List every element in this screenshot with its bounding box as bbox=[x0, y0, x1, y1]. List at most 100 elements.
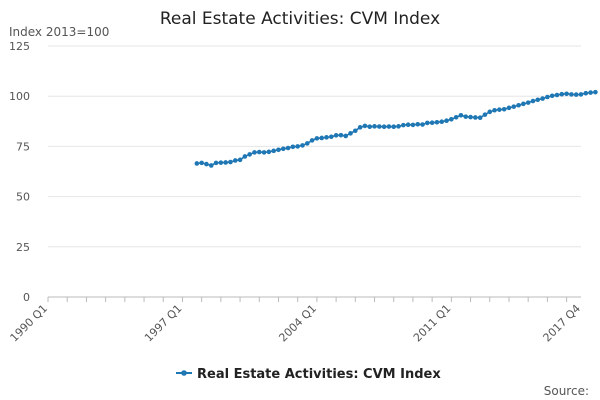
data-point[interactable] bbox=[492, 107, 497, 113]
data-point[interactable] bbox=[516, 102, 521, 108]
y-tick-label: 0 bbox=[23, 291, 30, 304]
y-tick-label: 25 bbox=[16, 241, 30, 254]
data-point[interactable] bbox=[521, 101, 526, 107]
y-tick-label: 75 bbox=[16, 140, 30, 153]
data-point[interactable] bbox=[396, 124, 401, 129]
data-point[interactable] bbox=[511, 104, 517, 109]
data-point[interactable] bbox=[237, 157, 243, 163]
data-point[interactable] bbox=[343, 133, 349, 139]
data-point[interactable] bbox=[348, 131, 353, 136]
data-point[interactable] bbox=[549, 93, 555, 99]
data-point[interactable] bbox=[276, 147, 281, 153]
data-point[interactable] bbox=[386, 124, 392, 129]
data-point[interactable] bbox=[401, 122, 406, 128]
data-point[interactable] bbox=[324, 135, 329, 140]
data-point[interactable] bbox=[554, 92, 560, 98]
data-point[interactable] bbox=[213, 160, 219, 166]
data-point[interactable] bbox=[482, 112, 488, 117]
data-point[interactable] bbox=[444, 118, 449, 123]
data-point[interactable] bbox=[256, 149, 262, 155]
data-point[interactable] bbox=[242, 154, 248, 159]
data-point[interactable] bbox=[372, 124, 377, 129]
data-point[interactable] bbox=[588, 90, 593, 95]
gridlines bbox=[48, 45, 581, 298]
data-point[interactable] bbox=[564, 91, 569, 97]
data-point[interactable] bbox=[208, 163, 214, 168]
data-point[interactable] bbox=[405, 122, 411, 128]
data-point[interactable] bbox=[545, 94, 550, 100]
data-point[interactable] bbox=[468, 114, 473, 120]
data-point[interactable] bbox=[338, 132, 344, 138]
data-point[interactable] bbox=[429, 120, 435, 126]
y-axis-label: Index 2013=100 bbox=[9, 25, 109, 39]
data-point[interactable] bbox=[280, 146, 286, 152]
data-point[interactable] bbox=[295, 144, 300, 149]
chart-title: Real Estate Activities: CVM Index bbox=[160, 9, 440, 29]
data-point[interactable] bbox=[232, 158, 238, 163]
data-point[interactable] bbox=[497, 107, 502, 112]
data-point[interactable] bbox=[362, 123, 368, 129]
data-point[interactable] bbox=[218, 160, 224, 165]
data-point[interactable] bbox=[285, 145, 291, 151]
data-point[interactable] bbox=[223, 160, 228, 165]
data-point[interactable] bbox=[535, 97, 541, 103]
data-point[interactable] bbox=[300, 143, 305, 148]
data-point[interactable] bbox=[309, 138, 315, 143]
data-point[interactable] bbox=[477, 115, 483, 120]
legend[interactable]: Real Estate Activities: CVM Index bbox=[176, 367, 441, 382]
data-point[interactable] bbox=[530, 98, 536, 104]
data-point[interactable] bbox=[410, 122, 416, 128]
data-point[interactable] bbox=[583, 90, 589, 96]
data-point[interactable] bbox=[329, 134, 334, 140]
data-point[interactable] bbox=[247, 152, 252, 157]
data-point[interactable] bbox=[415, 122, 421, 127]
data-point[interactable] bbox=[367, 124, 373, 130]
data-point[interactable] bbox=[252, 150, 257, 155]
data-point[interactable] bbox=[573, 92, 579, 97]
data-point[interactable] bbox=[540, 96, 545, 101]
data-point[interactable] bbox=[353, 128, 358, 134]
data-point[interactable] bbox=[525, 100, 531, 105]
legend-marker bbox=[181, 370, 187, 376]
data-point[interactable] bbox=[487, 109, 493, 115]
data-point[interactable] bbox=[569, 92, 574, 97]
data-point[interactable] bbox=[449, 116, 454, 122]
data-point[interactable] bbox=[420, 122, 425, 127]
y-tick-label: 100 bbox=[9, 90, 30, 103]
data-point[interactable] bbox=[314, 136, 320, 141]
data-point[interactable] bbox=[453, 114, 459, 120]
data-point[interactable] bbox=[266, 149, 272, 155]
data-point[interactable] bbox=[578, 92, 584, 97]
x-tick-label: 1997 Q1 bbox=[142, 302, 185, 345]
data-point[interactable] bbox=[559, 91, 565, 97]
data-point[interactable] bbox=[333, 133, 339, 138]
data-point[interactable] bbox=[506, 105, 512, 111]
x-tick-label: 1990 Q1 bbox=[8, 302, 51, 345]
data-point[interactable] bbox=[305, 141, 310, 146]
source-label[interactable]: Source: bbox=[544, 384, 589, 398]
data-point[interactable] bbox=[199, 160, 204, 166]
data-point[interactable] bbox=[439, 119, 445, 124]
series-layer bbox=[194, 89, 598, 168]
data-point[interactable] bbox=[593, 89, 598, 95]
data-point[interactable] bbox=[434, 120, 440, 125]
data-point[interactable] bbox=[319, 135, 325, 141]
data-point[interactable] bbox=[377, 124, 382, 129]
data-point[interactable] bbox=[290, 144, 296, 150]
y-tick-labels: 0 25 50 75 100 125 bbox=[9, 40, 30, 304]
data-point[interactable] bbox=[228, 159, 233, 165]
data-point[interactable] bbox=[501, 106, 507, 112]
data-point[interactable] bbox=[357, 125, 363, 130]
data-point[interactable] bbox=[194, 161, 200, 166]
data-point[interactable] bbox=[473, 115, 478, 120]
data-point[interactable] bbox=[463, 114, 469, 119]
data-point[interactable] bbox=[271, 148, 276, 154]
data-point[interactable] bbox=[425, 120, 430, 126]
data-point[interactable] bbox=[391, 124, 397, 130]
y-tick-label: 50 bbox=[16, 191, 30, 204]
data-point[interactable] bbox=[381, 124, 387, 130]
data-point[interactable] bbox=[458, 112, 464, 118]
data-point[interactable] bbox=[204, 161, 209, 167]
data-point[interactable] bbox=[261, 150, 267, 155]
